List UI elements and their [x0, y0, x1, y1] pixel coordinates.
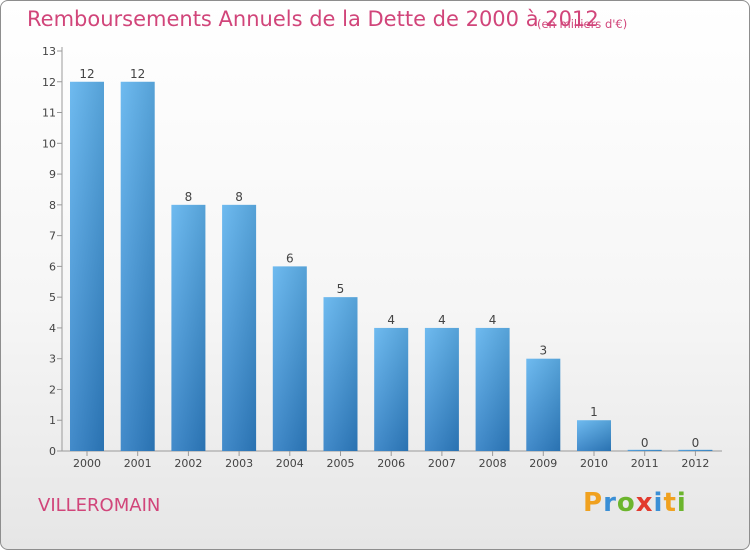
x-tick-label-2000: 2000 [73, 457, 101, 470]
bar-shade-2007 [424, 327, 459, 451]
y-tick-label: 13 [42, 45, 56, 58]
value-label-2005: 5 [337, 282, 345, 296]
logo-letter: o [616, 488, 636, 518]
bar-shade-2000 [70, 81, 104, 452]
value-label-2010: 1 [590, 405, 598, 419]
y-tick-label: 3 [49, 353, 56, 366]
bar-shade-2003 [222, 204, 257, 451]
x-tick-label-2003: 2003 [225, 457, 253, 470]
bar-shade-2002 [171, 204, 206, 451]
x-tick-label-2001: 2001 [124, 457, 152, 470]
bar-shade-2011 [627, 449, 662, 451]
value-label-2012: 0 [692, 436, 700, 450]
logo-letter: x [635, 488, 654, 518]
logo-letter: r [603, 488, 617, 518]
value-label-2009: 3 [539, 344, 547, 358]
y-tick-label: 12 [42, 76, 56, 89]
logo-letter: i [676, 488, 687, 518]
logo-letter: i [653, 488, 664, 518]
bar-shade-2010 [577, 420, 611, 451]
chart-title: Remboursements Annuels de la Dette de 20… [27, 7, 599, 31]
x-tick-label-2012: 2012 [681, 457, 709, 470]
proxiti-logo: Proxiti [583, 488, 687, 518]
logo-letter: t [663, 488, 677, 518]
y-tick-label: 11 [42, 107, 56, 120]
x-tick-label-2008: 2008 [479, 457, 507, 470]
x-tick-label-2006: 2006 [377, 457, 405, 470]
bar-shade-2005 [323, 297, 358, 451]
x-tick-label-2005: 2005 [327, 457, 355, 470]
y-tick-label: 6 [49, 260, 56, 273]
y-tick-label: 1 [49, 414, 56, 427]
y-tick-label: 8 [49, 199, 56, 212]
value-label-2008: 4 [489, 313, 497, 327]
x-tick-label-2007: 2007 [428, 457, 456, 470]
bar-shade-2001 [120, 81, 155, 452]
value-label-2007: 4 [438, 313, 446, 327]
logo-letter: P [583, 488, 604, 518]
value-label-2003: 8 [235, 190, 243, 204]
value-label-2006: 4 [387, 313, 395, 327]
bar-shade-2012 [678, 449, 713, 451]
y-tick-label: 10 [42, 137, 56, 150]
bar-shade-2008 [475, 327, 510, 451]
bar-shade-2006 [374, 327, 409, 451]
x-tick-label-2011: 2011 [631, 457, 659, 470]
unit-note: (en milliers d'€) [537, 17, 628, 31]
y-tick-label: 2 [49, 383, 56, 396]
value-label-2001: 12 [130, 67, 145, 81]
bars [70, 81, 713, 452]
y-tick-label: 0 [49, 445, 56, 458]
y-tick-label: 9 [49, 168, 56, 181]
commune-name: VILLEROMAIN [38, 495, 161, 516]
y-tick-label: 7 [49, 230, 56, 243]
x-tick-label-2009: 2009 [529, 457, 557, 470]
y-tick-label: 4 [49, 322, 56, 335]
value-label-2002: 8 [185, 190, 193, 204]
labels: 12 2000 12 2001 8 2002 8 2003 6 2004 5 2005 4 2006 4 20… [73, 67, 709, 470]
x-tick-label-2004: 2004 [276, 457, 304, 470]
bar-shade-2004 [272, 266, 307, 451]
value-label-2004: 6 [286, 251, 294, 265]
bar-shade-2009 [526, 358, 561, 451]
x-tick-label-2010: 2010 [580, 457, 608, 470]
value-label-2011: 0 [641, 436, 649, 450]
y-tick-label: 5 [49, 291, 56, 304]
value-label-2000: 12 [79, 67, 94, 81]
x-tick-label-2002: 2002 [174, 457, 202, 470]
